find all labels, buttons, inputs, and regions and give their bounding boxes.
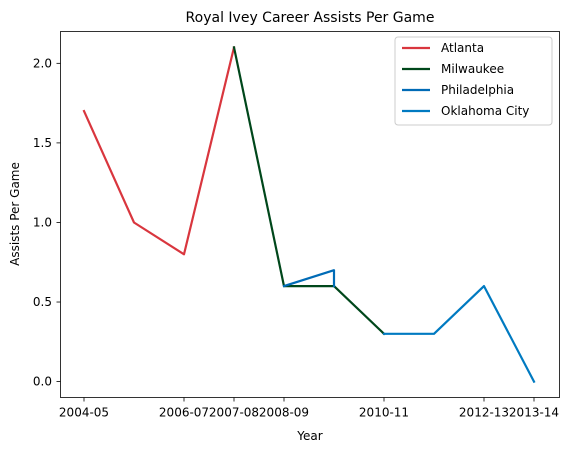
chart-title: Royal Ivey Career Assists Per Game <box>186 10 435 26</box>
y-axis-ticks: 0.0 0.5 1.0 1.5 2.0 <box>33 56 61 389</box>
legend-label-atlanta: Atlanta <box>441 41 484 55</box>
y-tick-label: 0.0 <box>33 375 52 389</box>
x-tick-label: 2013-14 <box>509 406 559 420</box>
y-tick-label: 2.0 <box>33 56 52 70</box>
series-layer <box>82 46 536 384</box>
x-tick-label: 2007-08 <box>209 406 259 420</box>
x-tick-label: 2006-07 <box>159 406 209 420</box>
y-tick-label: 0.5 <box>33 295 52 309</box>
x-axis-ticks: 2004-05 2006-07 2007-08 2008-09 2010-11 2012-… <box>59 397 559 420</box>
series-line-philadelphia <box>282 269 336 288</box>
x-tick-label: 2004-05 <box>59 406 109 420</box>
legend-label-philadelphia: Philadelphia <box>441 83 514 97</box>
y-axis-label: Assists Per Game <box>8 162 22 266</box>
x-tick-label: 2012-13 <box>459 406 509 420</box>
legend: Atlanta Milwaukee Philadelphia Oklahoma Cit… <box>394 36 553 126</box>
legend-label-oklahoma-city: Oklahoma City <box>441 104 529 118</box>
legend-frame <box>394 36 553 126</box>
x-axis-label: Year <box>296 429 322 443</box>
series-line-oklahoma-city <box>382 285 536 384</box>
x-tick-label: 2008-09 <box>259 406 309 420</box>
series-line-milwaukee <box>232 46 386 336</box>
series-line-atlanta <box>82 46 236 256</box>
x-tick-label: 2010-11 <box>359 406 409 420</box>
y-tick-label: 1.5 <box>33 136 52 150</box>
legend-label-milwaukee: Milwaukee <box>441 62 504 76</box>
y-tick-label: 1.0 <box>33 215 52 229</box>
